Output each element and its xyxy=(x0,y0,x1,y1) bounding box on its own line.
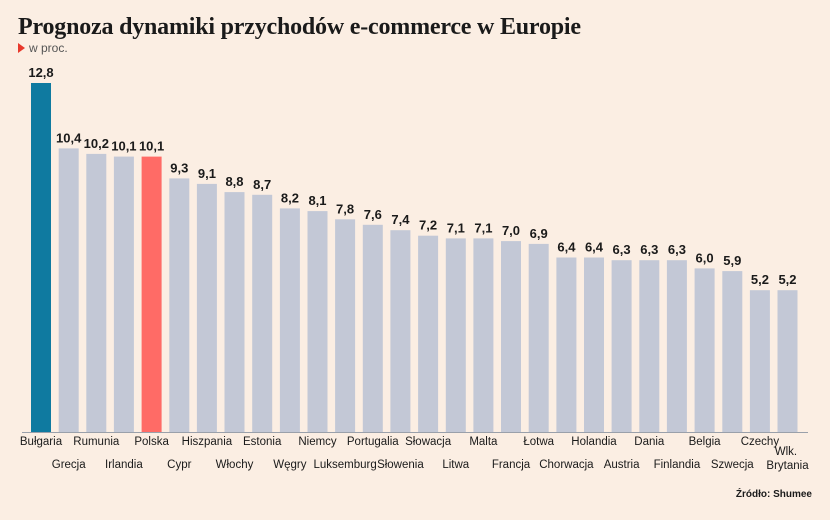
bar xyxy=(196,183,217,432)
value-label: 6,3 xyxy=(668,242,686,257)
unit-label: w proc. xyxy=(29,41,68,55)
bar xyxy=(694,268,715,432)
category-label: Malta xyxy=(469,436,498,448)
bar xyxy=(362,224,383,432)
value-label: 6,4 xyxy=(585,240,604,255)
category-label: Francja xyxy=(492,459,531,471)
bar xyxy=(113,156,134,432)
red-triangle-icon xyxy=(18,43,25,53)
value-label: 6,4 xyxy=(557,240,576,255)
category-label: Grecja xyxy=(52,459,86,471)
category-label: Finlandia xyxy=(654,459,701,471)
value-label: 7,8 xyxy=(336,201,354,216)
bar xyxy=(307,211,328,432)
chart-subtitle: w proc. xyxy=(18,41,68,55)
value-label: 9,1 xyxy=(198,166,216,181)
category-label: Cypr xyxy=(167,459,191,471)
bar xyxy=(639,260,660,432)
category-label: Włochy xyxy=(216,459,254,471)
value-label: 10,1 xyxy=(111,139,136,154)
value-label: 10,1 xyxy=(139,139,164,154)
value-label: 12,8 xyxy=(28,65,53,80)
value-label: 9,3 xyxy=(170,160,188,175)
value-label: 6,3 xyxy=(640,242,658,257)
value-label: 8,1 xyxy=(308,193,326,208)
category-label: Chorwacja xyxy=(539,459,594,471)
value-label: 5,2 xyxy=(751,272,769,287)
category-label: Luksemburg xyxy=(313,459,376,471)
value-label: 5,9 xyxy=(723,253,741,268)
bar xyxy=(252,194,273,432)
bar xyxy=(58,148,79,432)
bar xyxy=(501,241,521,432)
category-label: Austria xyxy=(604,459,640,471)
bar xyxy=(473,238,494,432)
category-label: Łotwa xyxy=(523,436,554,448)
source-note: Źródło: Shumee xyxy=(735,489,812,500)
category-label: Słowenia xyxy=(377,459,424,471)
value-label: 10,4 xyxy=(56,130,82,145)
bar xyxy=(418,235,439,432)
category-label: Polska xyxy=(134,436,169,448)
bar xyxy=(141,156,162,432)
category-label: Holandia xyxy=(571,436,617,448)
bar xyxy=(777,290,798,432)
bar xyxy=(31,83,51,432)
bar xyxy=(335,219,356,432)
bar xyxy=(749,290,770,432)
value-label: 6,3 xyxy=(613,242,631,257)
value-label: 5,2 xyxy=(778,272,796,287)
bar xyxy=(445,238,466,432)
category-label: Niemcy xyxy=(298,436,337,448)
bar xyxy=(86,153,107,432)
category-label: Hiszpania xyxy=(182,436,233,448)
value-label: 8,2 xyxy=(281,190,299,205)
bar xyxy=(390,230,411,432)
value-label: 6,9 xyxy=(530,226,548,241)
bar xyxy=(611,260,632,432)
chart-title: Prognoza dynamiki przychodów e-commerce … xyxy=(18,14,581,40)
value-label: 7,0 xyxy=(502,223,520,238)
value-label: 8,8 xyxy=(225,174,243,189)
category-label: Węgry xyxy=(273,459,306,471)
bar xyxy=(169,178,190,432)
category-label: Estonia xyxy=(243,436,282,448)
bar xyxy=(666,260,687,432)
bar xyxy=(722,271,743,432)
category-label: Szwecja xyxy=(711,459,754,471)
category-label: Rumunia xyxy=(73,436,120,448)
category-label: Czechy xyxy=(741,436,780,448)
value-label: 7,6 xyxy=(364,207,382,222)
value-label: 7,1 xyxy=(474,220,492,235)
bar xyxy=(528,243,549,432)
bar xyxy=(584,257,604,432)
category-label: Irlandia xyxy=(105,459,143,471)
bar xyxy=(279,208,300,432)
category-label: Wlk. Brytania xyxy=(766,446,809,472)
value-label: 7,2 xyxy=(419,218,437,233)
bar xyxy=(224,192,245,432)
category-label: Bułgaria xyxy=(20,436,63,448)
category-label: Słowacja xyxy=(405,436,452,448)
value-label: 8,7 xyxy=(253,177,271,192)
value-label: 7,4 xyxy=(391,212,410,227)
category-label: Portugalia xyxy=(347,436,399,448)
value-label: 10,2 xyxy=(84,136,109,151)
value-label: 6,0 xyxy=(696,250,714,265)
value-label: 7,1 xyxy=(447,220,465,235)
category-label: Belgia xyxy=(689,436,722,448)
bar xyxy=(556,257,577,432)
category-label: Dania xyxy=(634,436,665,448)
category-label: Litwa xyxy=(442,459,469,471)
